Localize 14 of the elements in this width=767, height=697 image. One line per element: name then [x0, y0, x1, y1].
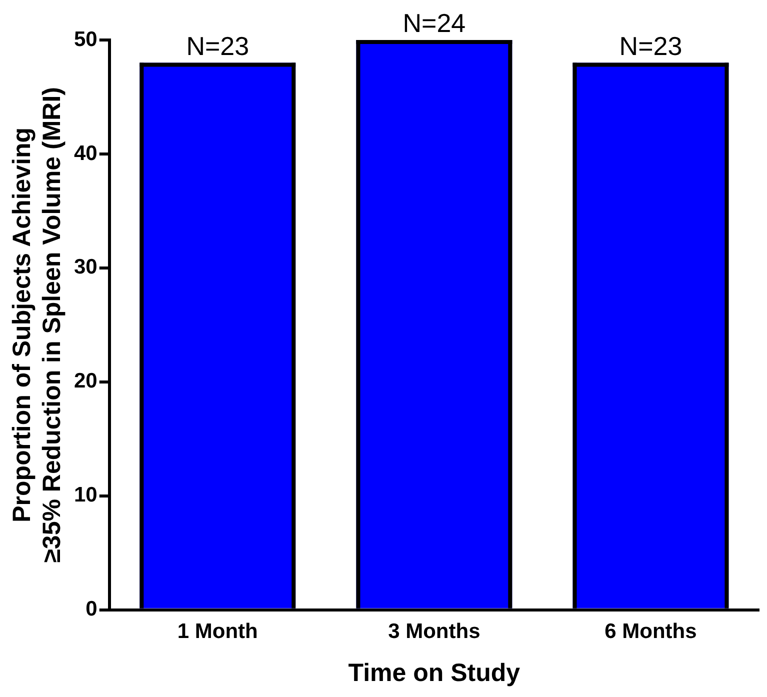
annotation: N=23: [619, 30, 682, 61]
y-tick-label: 0: [86, 598, 98, 621]
x-tick-label: 1 Month: [177, 620, 258, 644]
annotation: N=23: [186, 30, 250, 61]
annotation: N=24: [402, 8, 466, 38]
x-tick-label: 6 Months: [604, 620, 697, 644]
y-tick-label: 20: [74, 370, 98, 393]
y-tick-label: 50: [74, 28, 98, 51]
x-axis-title: Time on Study: [348, 658, 520, 687]
y-tick-label: 40: [74, 142, 98, 165]
y-tick-label: 10: [74, 484, 98, 507]
y-axis-title: Proportion of Subjects Achieving ≥35% Reduction in Spleen Volume (MRI): [8, 86, 66, 563]
y-tick-label: 30: [74, 256, 98, 279]
x-tick-label: 3 Months: [388, 620, 480, 644]
